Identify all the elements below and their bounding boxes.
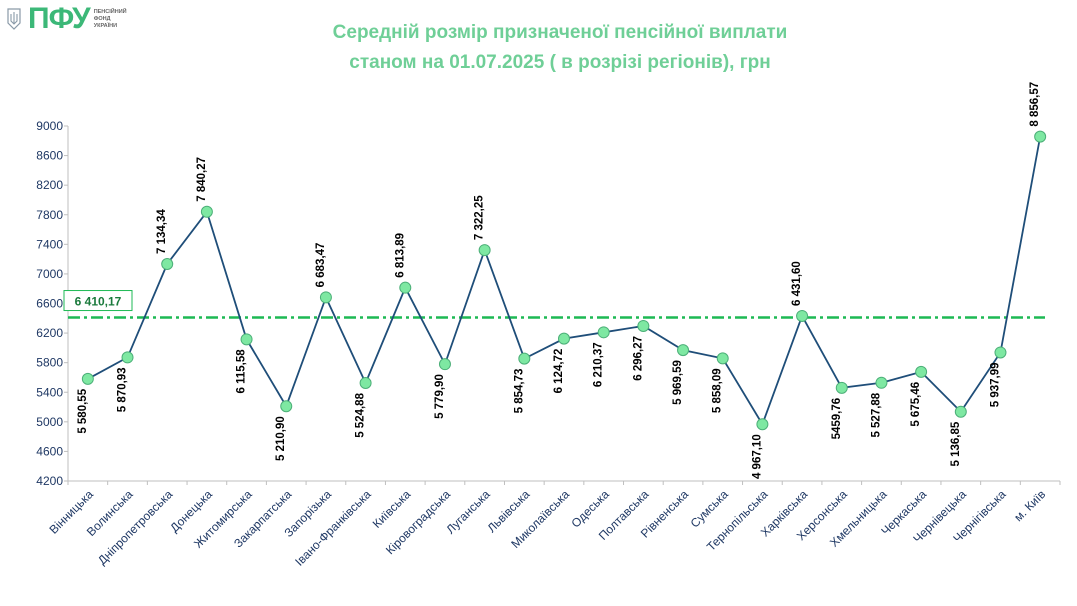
data-point [875, 376, 888, 389]
x-tick-label: Івано-Франківська [292, 487, 374, 569]
data-point [161, 257, 174, 270]
data-label: 5 136,85 [950, 421, 962, 466]
logo-sub-line: УКРАЇНИ [93, 22, 118, 29]
data-label: 7 322,25 [474, 195, 486, 240]
data-label: 5 524,88 [355, 392, 367, 437]
logo-sub-line: ФОНД [93, 15, 111, 22]
data-point [240, 333, 253, 346]
data-point [200, 205, 213, 218]
data-label: 5 210,90 [275, 416, 287, 461]
average-label: 6 410,17 [75, 295, 122, 309]
data-label: 6 210,37 [593, 342, 605, 387]
data-point [597, 326, 610, 339]
y-tick-label: 5800 [36, 356, 63, 370]
x-tick-label: Луганська [443, 487, 493, 537]
data-label: 7 134,34 [156, 209, 168, 254]
data-label: 5 580,55 [77, 388, 89, 433]
data-label: 5 969,59 [672, 360, 684, 405]
data-label: 5 527,88 [870, 392, 882, 437]
data-label: 6 124,72 [553, 349, 565, 394]
data-label: 5 937,99 [989, 362, 1001, 407]
y-tick-label: 4600 [36, 444, 63, 458]
data-point [915, 365, 928, 378]
y-tick-label: 6200 [36, 326, 63, 340]
y-tick-label: 8200 [36, 178, 63, 192]
data-point [438, 358, 451, 371]
data-point [280, 400, 293, 413]
data-label: 5 854,73 [513, 369, 525, 414]
data-point [677, 344, 690, 357]
logo-sub-line: ПЕНСІЙНИЙ [93, 8, 127, 15]
data-label: 6 296,27 [632, 336, 644, 381]
y-tick-label: 9000 [36, 119, 63, 133]
chart-title-line-1: Середній розмір призначеної пенсійної ви… [332, 22, 788, 43]
data-label: 7 840,27 [196, 157, 208, 202]
data-label: 6 683,47 [315, 243, 327, 288]
data-point [399, 281, 412, 294]
y-tick-label: 7000 [36, 267, 63, 281]
logo-text: ПФУ [28, 2, 91, 35]
data-point [81, 372, 94, 385]
data-label: 5459,76 [831, 398, 843, 440]
y-tick-label: 7800 [36, 208, 63, 222]
data-point [954, 405, 967, 418]
data-point [756, 418, 769, 431]
chart-title-line-2: станом на 01.07.2025 ( в розрізі регіоні… [349, 52, 771, 73]
data-point [994, 346, 1007, 359]
y-tick-label: 4200 [36, 474, 63, 488]
logo-subtitle: ПЕНСІЙНИЙ ФОНД УКРАЇНИ [94, 9, 127, 30]
data-point [518, 352, 531, 365]
data-point [121, 351, 134, 364]
y-tick-label: 7400 [36, 237, 63, 251]
data-point [478, 244, 491, 257]
data-label: 6 115,58 [236, 349, 248, 394]
x-tick-label: м. Київ [1011, 487, 1048, 524]
y-tick-label: 5000 [36, 415, 63, 429]
data-label: 6 813,89 [394, 233, 406, 278]
data-label: 8 856,57 [1029, 82, 1041, 127]
logo: ПФУ ПЕНСІЙНИЙ ФОНД УКРАЇНИ [6, 4, 127, 34]
data-label: 5 779,90 [434, 374, 446, 419]
data-label: 4 967,10 [751, 434, 763, 479]
data-point [319, 291, 332, 304]
x-tick-label: Дніпропетровська [95, 487, 176, 568]
data-point [637, 319, 650, 332]
data-point [796, 309, 809, 322]
data-label: 5 675,46 [910, 382, 922, 427]
data-label: 6 431,60 [791, 261, 803, 306]
data-point [1034, 130, 1047, 143]
y-tick-label: 6600 [36, 297, 63, 311]
data-label: 5 858,09 [712, 368, 724, 413]
data-point [716, 352, 729, 365]
data-label: 5 870,93 [117, 367, 129, 412]
y-tick-label: 5400 [36, 385, 63, 399]
trident-emblem-icon [7, 8, 21, 30]
average-label-box [63, 290, 133, 312]
data-point [835, 381, 848, 394]
chart-title: Середній розмір призначеної пенсійної ви… [260, 18, 860, 78]
data-point [558, 332, 570, 345]
y-tick-label: 8600 [36, 149, 63, 163]
data-point [359, 377, 372, 390]
